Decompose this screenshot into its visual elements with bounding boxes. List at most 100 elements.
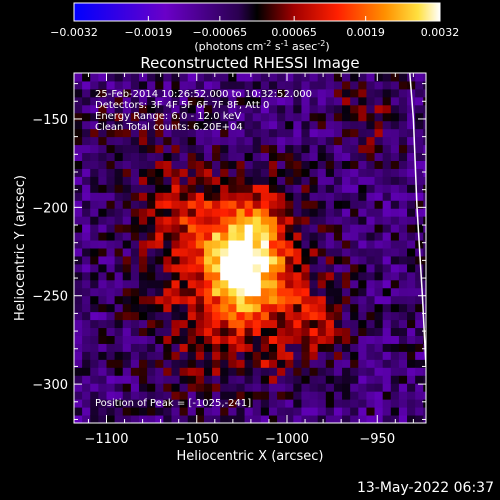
heatmap-cell (293, 303, 302, 313)
heatmap-cell (82, 327, 91, 336)
heatmap-cell (138, 391, 148, 400)
heatmap-cell (374, 343, 384, 352)
heatmap-cell (236, 287, 246, 297)
heatmap-cell (203, 367, 213, 376)
heatmap-cell (228, 287, 237, 297)
heatmap-cell (106, 327, 116, 336)
heatmap-cell (252, 136, 262, 146)
heatmap-cell (228, 399, 237, 408)
heatmap-cell (171, 335, 181, 344)
heatmap-cell (285, 144, 294, 154)
heatmap-cell (293, 248, 302, 257)
heatmap-cell (155, 391, 164, 400)
heatmap-cell (260, 232, 270, 241)
heatmap-cell (195, 248, 205, 257)
heatmap-cell (98, 311, 107, 321)
heatmap-cell (74, 104, 83, 114)
heatmap-cell (195, 176, 205, 185)
heatmap-cell (407, 319, 416, 329)
heatmap-cell (366, 208, 376, 217)
heatmap-cell (179, 120, 189, 130)
heatmap-cell (147, 80, 156, 90)
heatmap-cell (228, 359, 237, 368)
y-tick-label: −200 (32, 201, 68, 216)
heatmap-cell (203, 136, 213, 146)
heatmap-cell (301, 415, 311, 423)
heatmap-cell (293, 351, 302, 360)
heatmap-cell (122, 152, 132, 161)
heatmap-cell (407, 200, 416, 209)
heatmap-cell (220, 152, 229, 161)
heatmap-cell (187, 391, 197, 400)
heatmap-cell (114, 192, 124, 201)
heatmap-cell (82, 160, 91, 169)
heatmap-cell (163, 399, 172, 408)
heatmap-cell (74, 279, 83, 289)
heatmap-cell (309, 248, 319, 257)
heatmap-cell (90, 104, 99, 114)
heatmap-cell (138, 88, 148, 98)
heatmap-cell (90, 96, 99, 106)
heatmap-cell (171, 112, 181, 122)
heatmap-cell (163, 287, 172, 297)
heatmap-cell (268, 391, 278, 400)
heatmap-cell (114, 80, 124, 90)
heatmap-cell (171, 224, 181, 233)
heatmap-cell (98, 240, 107, 249)
heatmap-cell (220, 104, 229, 114)
heatmap-cell (260, 73, 270, 82)
heatmap-cell (366, 152, 376, 161)
heatmap-cell (277, 200, 286, 209)
heatmap-cell (90, 208, 99, 217)
heatmap-cell (301, 327, 311, 336)
heatmap-cell (309, 271, 319, 281)
heatmap-cell (74, 168, 83, 177)
heatmap-cell (74, 303, 83, 313)
heatmap-cell (106, 375, 116, 384)
heatmap-cell (358, 303, 367, 313)
heatmap-cell (317, 80, 327, 90)
heatmap-cell (203, 287, 213, 297)
heatmap-cell (114, 248, 124, 257)
heatmap-cell (244, 216, 254, 225)
heatmap-cell (260, 399, 270, 408)
heatmap-cell (350, 343, 359, 352)
heatmap-cell (179, 327, 189, 336)
heatmap-cell (390, 407, 400, 416)
heatmap-cell (98, 184, 107, 193)
heatmap-cell (382, 112, 392, 122)
heatmap-cell (252, 383, 262, 392)
heatmap-cell (382, 351, 392, 360)
heatmap-cell (114, 367, 124, 376)
heatmap-cell (293, 184, 302, 193)
heatmap-cell (90, 192, 99, 201)
heatmap-cell (333, 295, 343, 305)
heatmap-cell (277, 240, 286, 249)
colorbar-tick-label: −0.0032 (50, 26, 98, 39)
heatmap-cell (366, 367, 376, 376)
heatmap-cell (317, 208, 327, 217)
heatmap-cell (236, 335, 246, 344)
heatmap-cell (98, 128, 107, 138)
heatmap-cell (220, 160, 229, 169)
heatmap-cell (195, 279, 205, 289)
heatmap-cell (309, 112, 319, 122)
heatmap-cell (82, 200, 91, 209)
heatmap-cell (130, 279, 140, 289)
heatmap-cell (415, 96, 424, 106)
heatmap-cell (130, 120, 140, 130)
heatmap-cell (147, 399, 156, 408)
heatmap-cell (163, 319, 172, 329)
heatmap-cell (374, 271, 384, 281)
heatmap-cell (398, 335, 408, 344)
heatmap-cell (114, 263, 124, 273)
heatmap-cell (293, 391, 302, 400)
heatmap-cell (203, 104, 213, 114)
heatmap-cell (382, 415, 392, 423)
heatmap-cell (382, 240, 392, 249)
heatmap-cell (268, 184, 278, 193)
heatmap-cell (236, 303, 246, 313)
heatmap-cell (350, 319, 359, 329)
heatmap-cell (415, 319, 424, 329)
heatmap-cell (252, 112, 262, 122)
